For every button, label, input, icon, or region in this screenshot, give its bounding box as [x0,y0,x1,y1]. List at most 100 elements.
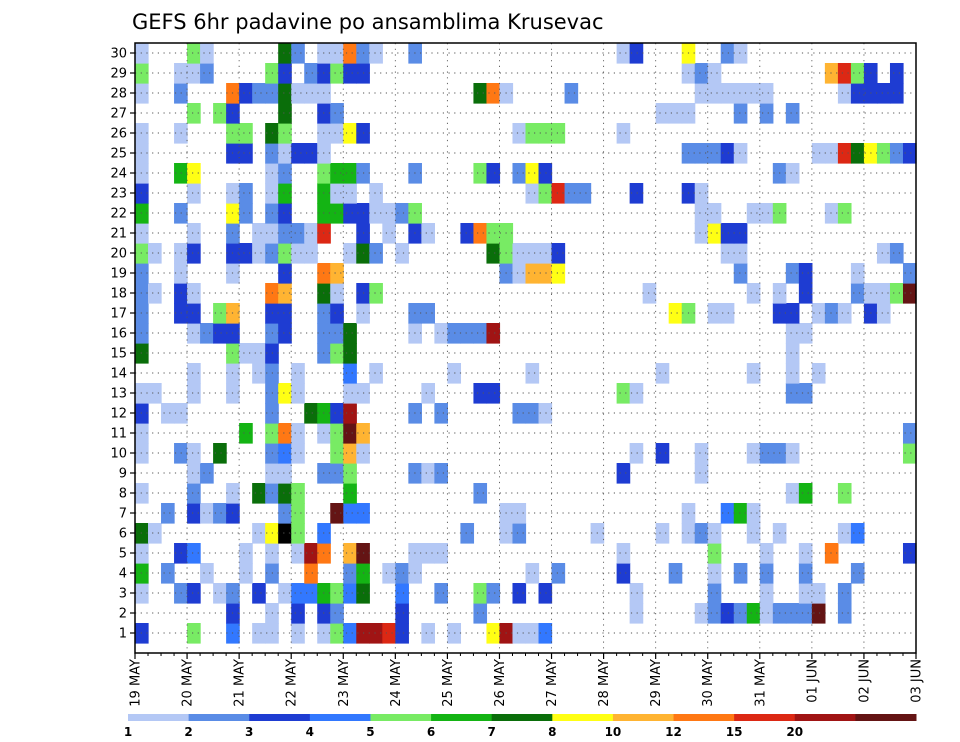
heatmap-cell [512,163,527,184]
heatmap-cell [434,403,448,424]
heatmap-cell [291,603,305,624]
heatmap-cell [759,583,774,604]
colorbar-label: 20 [786,725,803,739]
colorbar-segment [855,714,917,721]
heatmap-cell [707,583,722,604]
heatmap-cell [278,423,292,444]
heatmap-cell [382,623,396,644]
heatmap-cell [655,103,670,124]
heatmap-cell [486,623,501,644]
heatmap-cell [824,203,839,224]
heatmap-cell [239,183,253,204]
heatmap-cell [837,63,852,84]
x-tick-label: 21 MAY [233,659,248,707]
y-tick-label: 7 [119,507,127,522]
heatmap-cell [382,203,396,224]
heatmap-cell [395,603,409,624]
heatmap-cell [291,523,305,544]
heatmap-cell [837,483,852,504]
heatmap-cell [278,463,292,484]
y-tick-label: 29 [110,67,127,82]
heatmap-cell [421,623,435,644]
heatmap-cell [889,83,904,104]
heatmap-cell [239,423,253,444]
heatmap-cell [421,383,435,404]
heatmap-cell [343,443,357,464]
heatmap-cell [330,123,344,144]
heatmap-cell [551,263,566,284]
heatmap-cell [850,563,865,584]
heatmap-cell [343,163,357,184]
heatmap-cell [551,183,566,204]
heatmap-cell [239,83,253,104]
heatmap-cell [512,623,527,644]
heatmap-cell [343,63,357,84]
heatmap-cell [343,583,357,604]
heatmap-cell [551,563,566,584]
heatmap-cell [720,43,735,64]
heatmap-cell [811,603,826,624]
heatmap-cell [707,203,722,224]
heatmap-cell [369,43,383,64]
heatmap-cell [343,383,357,404]
heatmap-cell [252,523,266,544]
heatmap-cell [850,523,865,544]
heatmap-cell [733,603,748,624]
heatmap-cell [759,603,774,624]
heatmap-cell [213,103,227,124]
heatmap-cell [434,323,448,344]
heatmap-cell [629,603,644,624]
heatmap-cell [525,563,540,584]
heatmap-cell [343,623,357,644]
heatmap-cell [343,423,357,444]
x-tick-label: 27 MAY [545,659,560,707]
y-tick-label: 30 [110,47,127,62]
heatmap-cell [512,503,527,524]
heatmap-cell [785,163,800,184]
heatmap-cell [473,583,488,604]
heatmap-cell [421,223,435,244]
x-tick-label: 31 MAY [753,659,768,707]
heatmap-cell [278,283,292,304]
heatmap-cell [785,483,800,504]
dotted-grid [135,43,916,653]
heatmap-cell [837,83,852,104]
heatmap-cell [850,63,865,84]
heatmap-cell [343,43,357,64]
x-tick-label: 26 MAY [493,659,508,707]
heatmap-cell [330,343,344,364]
heatmap-cell [330,423,344,444]
heatmap-cell [759,543,774,564]
heatmap-cell [759,443,774,464]
heatmap-cell [278,143,292,164]
y-tick-label: 23 [110,187,127,202]
heatmap-cell [473,483,488,504]
colorbar-label: 2 [184,725,192,739]
heatmap-cell [824,63,839,84]
heatmap-cell [733,503,748,524]
heatmap-cell [200,563,214,584]
heatmap-cell [239,203,253,224]
heatmap-cell [187,243,201,264]
heatmap-cell [668,303,683,324]
heatmap-cell [330,323,344,344]
heatmap-cell [343,203,357,224]
heatmap-cell [733,263,748,284]
colorbar-label: 10 [605,725,622,739]
heatmap-cell [252,343,266,364]
y-tick-label: 4 [119,567,127,582]
heatmap-cell [824,543,839,564]
heatmap-cell [278,223,292,244]
heatmap-cell [434,463,448,484]
heatmap-cell [200,63,214,84]
heatmap-cells [135,43,917,644]
heatmap-cell [369,623,383,644]
heatmap-cell [239,243,253,264]
heatmap-cell [252,223,266,244]
heatmap-cell [512,403,527,424]
heatmap-cell [512,123,527,144]
heatmap-cell [707,303,722,324]
heatmap-cell [876,83,891,104]
heatmap-cell [837,203,852,224]
heatmap-cell [343,323,357,344]
